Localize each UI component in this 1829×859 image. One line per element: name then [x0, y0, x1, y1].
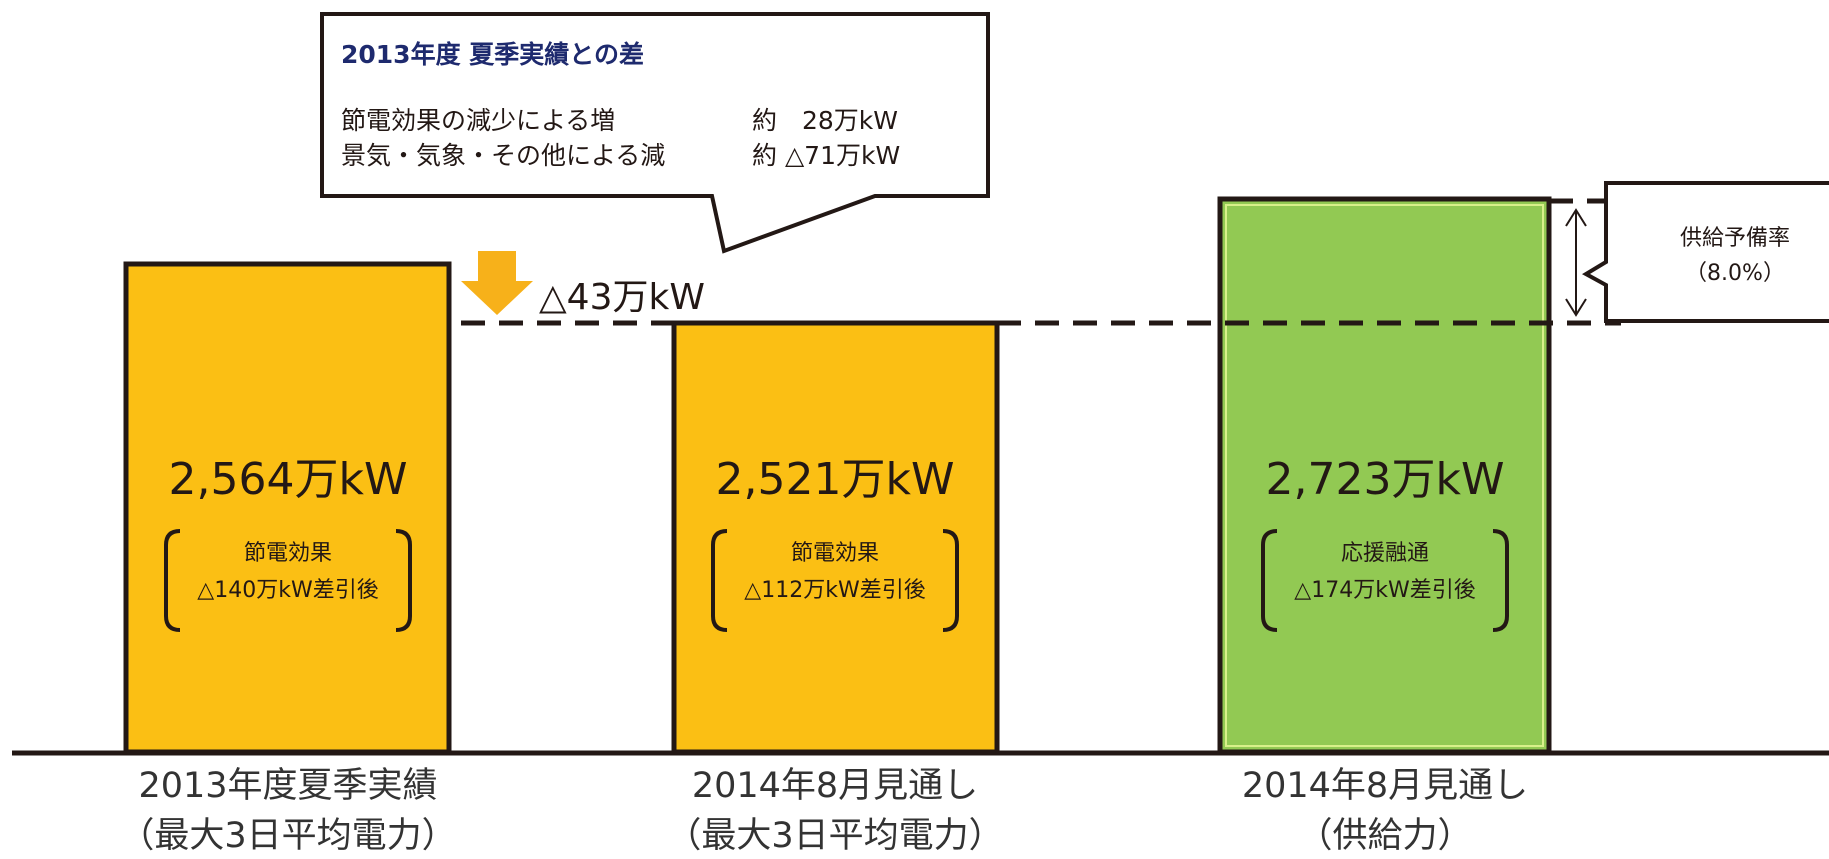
bar-note: 節電効果 [791, 541, 879, 566]
difference-label: △43万kW [539, 277, 705, 318]
bracket [395, 529, 412, 632]
category-label: （最大3日平均電力） [666, 816, 1003, 856]
category-label: 2013年度夏季実績 [138, 766, 437, 806]
callout-title: 2013年度 夏季実績との差 [341, 40, 644, 69]
bar-value: 2,521万kW [716, 454, 955, 505]
callout [320, 12, 990, 254]
category-label: （最大3日平均電力） [119, 816, 456, 856]
bar [1217, 196, 1552, 755]
callout-row-label: 節電効果の減少による増 [341, 106, 615, 135]
reserve-label: 供給予備率 [1680, 226, 1790, 251]
bracket [164, 529, 181, 632]
bar-inner-border [1225, 204, 1544, 747]
bar-note: 応援融通 [1341, 541, 1429, 566]
category-label: 2014年8月見通し [1242, 766, 1528, 806]
callout-row-label: 景気・気象・その他による減 [341, 141, 665, 170]
reserve-callout [1581, 181, 1829, 323]
reserve-value: （8.0%） [1685, 261, 1785, 286]
bracket [1261, 529, 1278, 632]
bar-value: 2,564万kW [169, 454, 408, 505]
bar-value: 2,723万kW [1266, 454, 1505, 505]
category-label: 2014年8月見通し [692, 766, 978, 806]
category-label: （供給力） [1297, 816, 1472, 856]
bar-note: △140万kW差引後 [197, 578, 378, 603]
bar [123, 261, 452, 755]
bracket [942, 529, 959, 632]
bracket [711, 529, 728, 632]
bar-note: △112万kW差引後 [744, 578, 925, 603]
range-arrow [1565, 208, 1587, 317]
callout-row-value: 約 28万kW [752, 106, 898, 135]
bracket [1492, 529, 1509, 632]
bar [671, 320, 1000, 755]
bar-note: △174万kW差引後 [1294, 578, 1475, 603]
bar-note: 節電効果 [244, 541, 332, 566]
callout-row-value: 約 △71万kW [752, 141, 900, 170]
down-arrow [461, 251, 533, 315]
